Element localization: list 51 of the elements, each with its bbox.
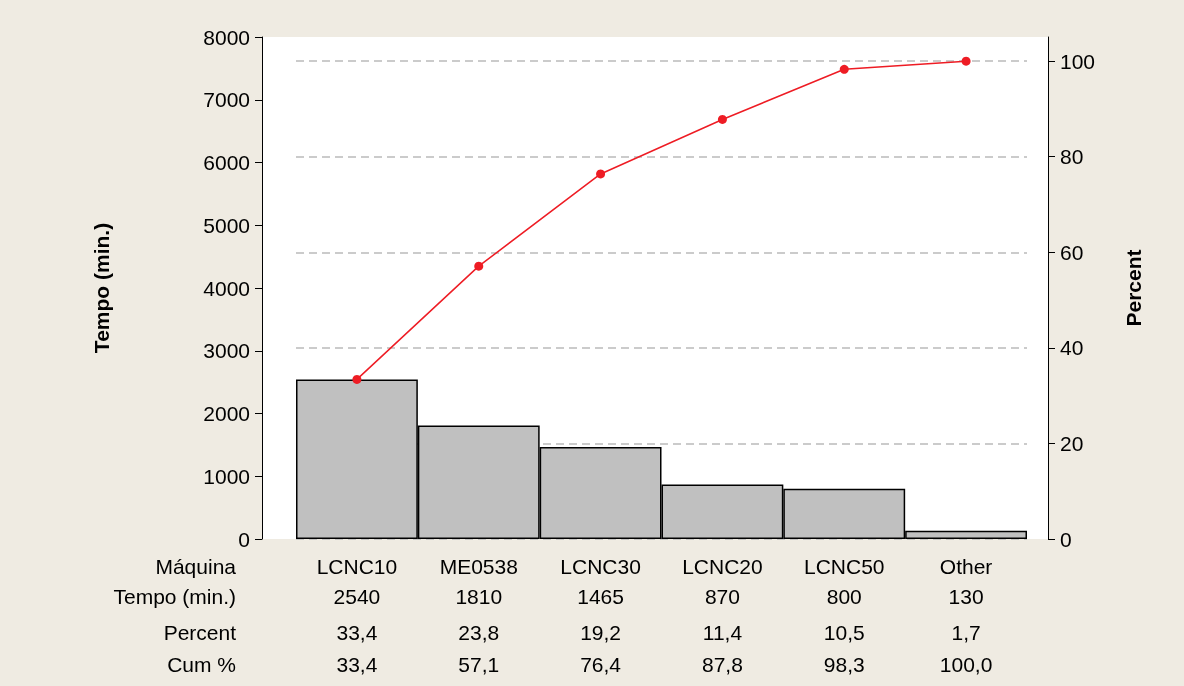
text: 33,4 — [336, 620, 378, 644]
text: 19,2 — [580, 620, 622, 644]
text: 11,4 — [702, 620, 743, 644]
x-tick-label: LCNC30 — [560, 554, 641, 578]
y-tick-label: 3000 — [203, 339, 250, 363]
text: Tempo (min.) — [113, 584, 236, 608]
data-label: 870 — [704, 584, 740, 608]
data-label: 57,1 — [458, 652, 500, 676]
y-tick-label: 2000 — [203, 402, 250, 425]
data-label: 2540 — [333, 584, 381, 608]
y-tick-label: 0 — [238, 527, 250, 551]
y2-tick-label: 20 — [1060, 431, 1084, 455]
y2-tick-label: 60 — [1060, 240, 1084, 264]
y2-tick-label: 100 — [1060, 49, 1096, 73]
y2-tick-label: 0 — [1060, 527, 1072, 551]
data-label: 800 — [826, 584, 862, 608]
point — [352, 374, 362, 384]
x-tick-label: LCNC50 — [803, 554, 885, 578]
y-axis-title: Tempo (min.) — [90, 222, 113, 354]
y-tick-label: 4000 — [203, 276, 250, 300]
data-label: 87,8 — [701, 652, 743, 676]
y-tick-label: 7000 — [203, 88, 250, 112]
y-tick-label: 8000 — [203, 25, 250, 49]
text: Percent — [163, 620, 237, 644]
data-label: 1465 — [577, 584, 624, 608]
x-tick-label: Other — [939, 554, 993, 578]
data-label: 76,4 — [580, 652, 622, 676]
data-label: 1810 — [455, 584, 503, 608]
y2-tick-label: 80 — [1060, 145, 1084, 169]
data-label: 98,3 — [823, 652, 865, 676]
y-tick-label: 6000 — [203, 151, 250, 174]
x-axis-title: Máquina — [155, 554, 237, 578]
x-tick-label: LCNC10 — [316, 554, 398, 578]
y2-axis-title: Percent — [1122, 249, 1145, 327]
text: 1,7 — [951, 620, 981, 644]
y-tick-label: 5000 — [203, 213, 250, 237]
data-label: 130 — [948, 584, 984, 608]
point — [839, 64, 849, 74]
point — [474, 261, 484, 271]
text: Cum % — [167, 652, 236, 676]
point — [961, 56, 971, 66]
x-tick-label: LCNC20 — [682, 554, 763, 578]
data-label: 100,0 — [939, 652, 993, 676]
y2-tick-label: 40 — [1060, 336, 1084, 360]
x-tick-label: ME0538 — [439, 554, 518, 578]
text: 23,8 — [458, 620, 500, 644]
y-tick-label: 1000 — [203, 464, 250, 488]
text: 10,5 — [823, 620, 865, 644]
data-label: 33,4 — [336, 652, 378, 676]
point — [596, 169, 606, 179]
point — [717, 114, 727, 124]
